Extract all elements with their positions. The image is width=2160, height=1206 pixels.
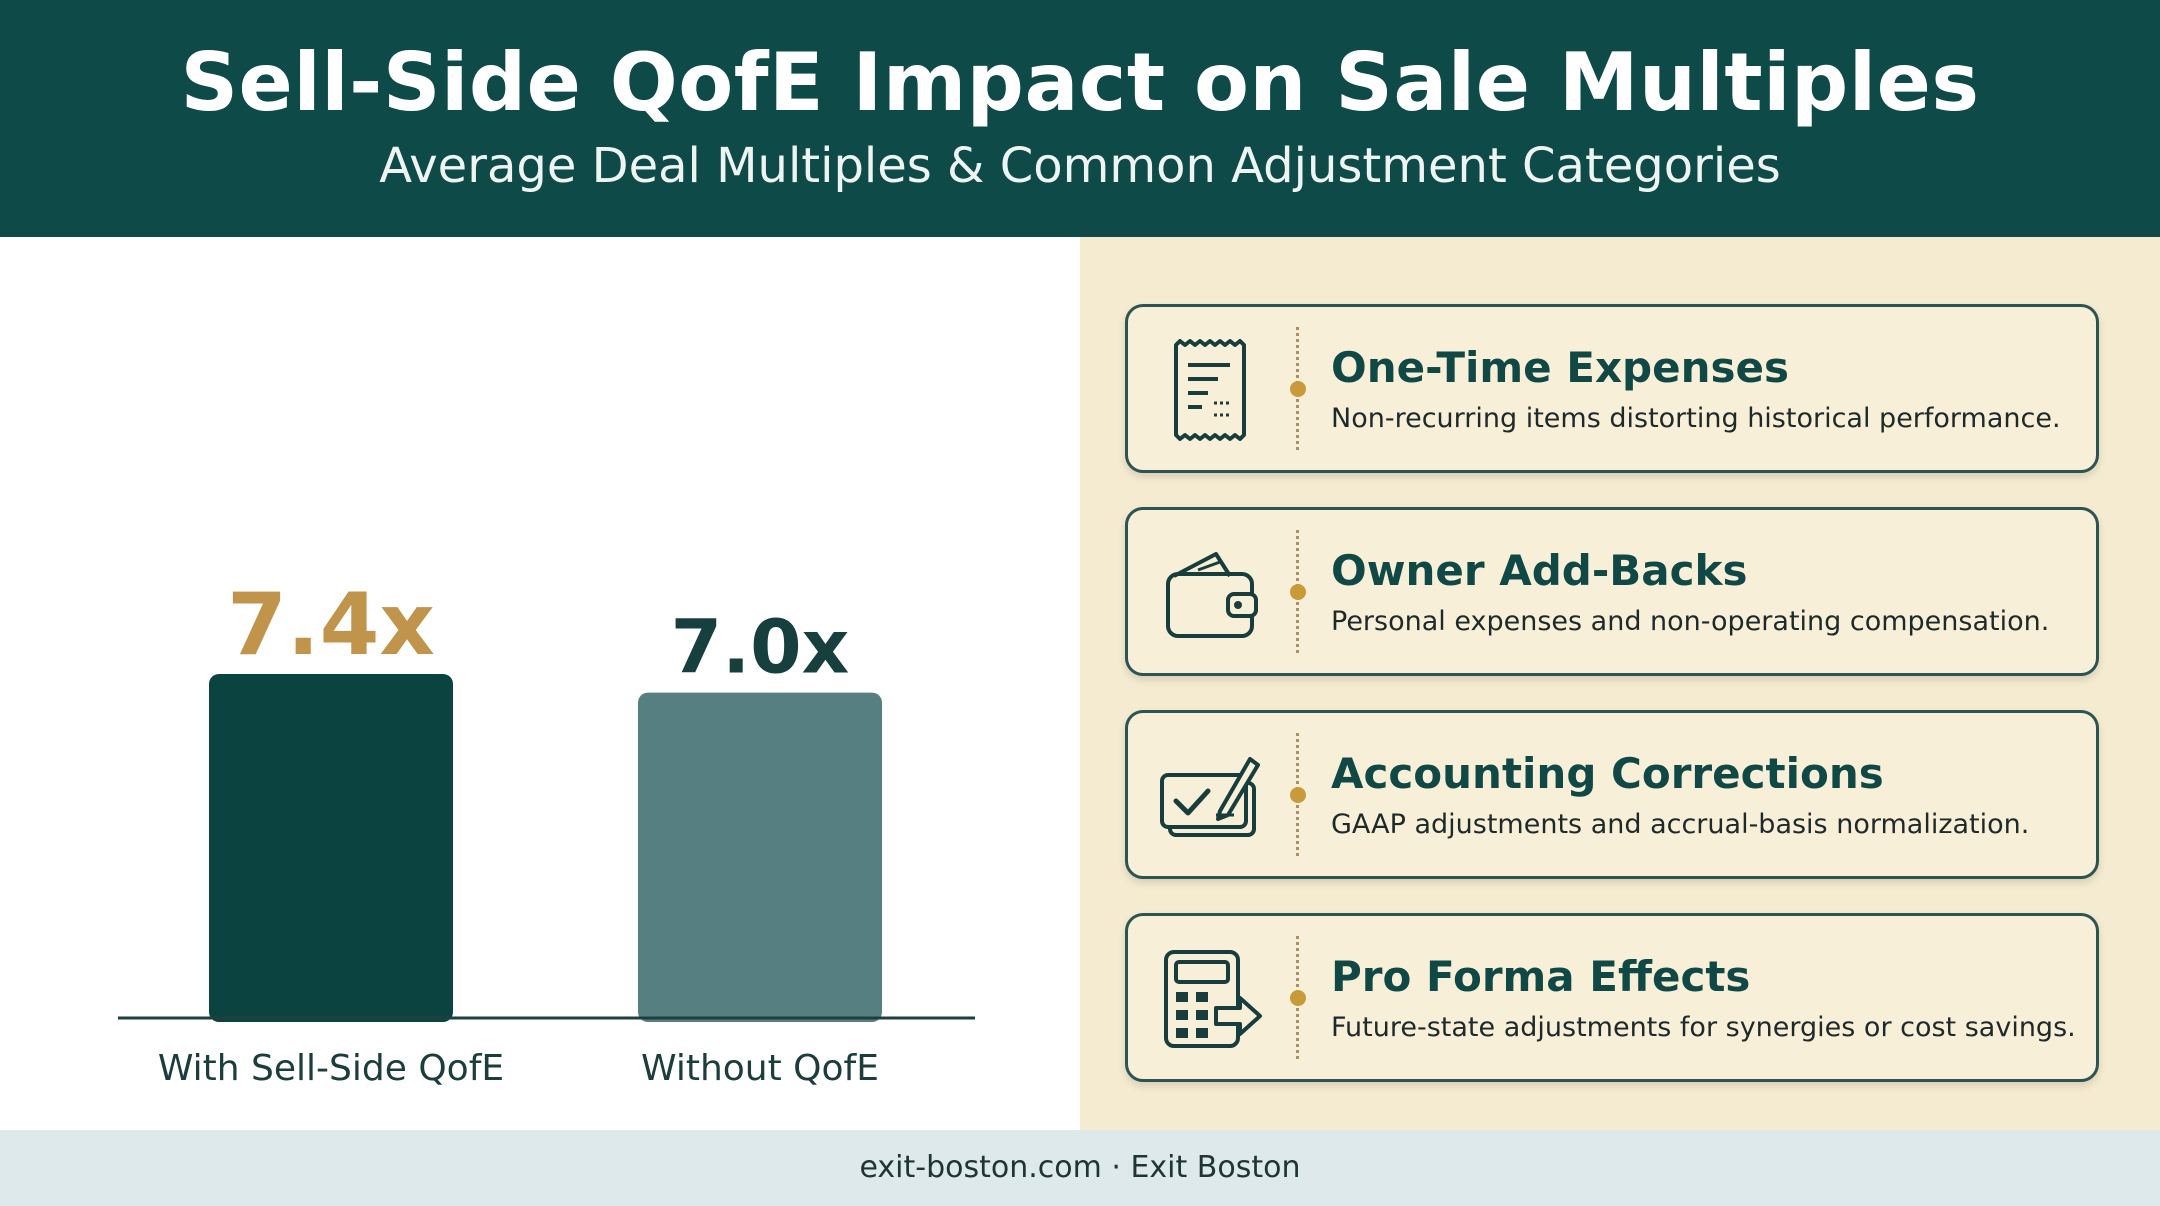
card-bullet-dot [1290,787,1306,803]
footer-text: exit-boston.com · Exit Boston [859,1150,1301,1185]
card-title: Pro Forma Effects [1331,952,1751,1001]
card-accounting-corrections: Accounting Corrections GAAP adjustments … [1125,710,2099,879]
card-one-time-expenses: One-Time Expenses Non-recurring items di… [1125,304,2099,473]
card-title: One-Time Expenses [1331,343,1789,392]
footer: exit-boston.com · Exit Boston [0,1130,2160,1206]
card-bullet-dot [1290,584,1306,600]
bars-layer [209,674,882,1022]
calculator-icon [1158,946,1264,1052]
bar-without-qofe [638,692,882,1022]
bar-with-sell-side-qofe [209,674,453,1022]
bar-chart: 7.4x With Sell-Side QofE 7.0x Without QofE [118,575,975,1089]
receipt-icon [1158,337,1264,443]
card-description: Personal expenses and non-operating comp… [1331,606,2050,637]
header-banner: Sell-Side QofE Impact on Sale Multiples … [0,0,2160,237]
card-pro-forma-effects: Pro Forma Effects Future-state adjustmen… [1125,913,2099,1082]
chart-panel: 7.4x With Sell-Side QofE 7.0x Without QofE [0,237,1080,1130]
card-title: Owner Add-Backs [1331,546,1748,595]
card-bullet-dot [1290,381,1306,397]
bar-value-label: 7.0x [671,605,850,691]
bar-value-label: 7.4x [227,575,435,675]
card-description: Future-state adjustments for synergies o… [1331,1012,2076,1043]
wallet-icon [1158,540,1264,646]
card-bullet-dot [1290,990,1306,1006]
labels-layer: 7.4x With Sell-Side QofE 7.0x Without QofE [158,575,879,1089]
page-title: Sell-Side QofE Impact on Sale Multiples [180,36,1980,129]
card-description: GAAP adjustments and accrual-basis norma… [1331,809,2030,840]
category-label: With Sell-Side QofE [158,1048,504,1089]
card-owner-add-backs: Owner Add-Backs Personal expenses and no… [1125,507,2099,676]
adjustment-categories-panel: One-Time Expenses Non-recurring items di… [1080,237,2160,1130]
card-description: Non-recurring items distorting historica… [1331,403,2061,434]
page-subtitle: Average Deal Multiples & Common Adjustme… [379,138,1781,194]
check-document-icon [1158,743,1264,849]
card-title: Accounting Corrections [1331,749,1884,798]
category-label: Without QofE [641,1048,879,1089]
